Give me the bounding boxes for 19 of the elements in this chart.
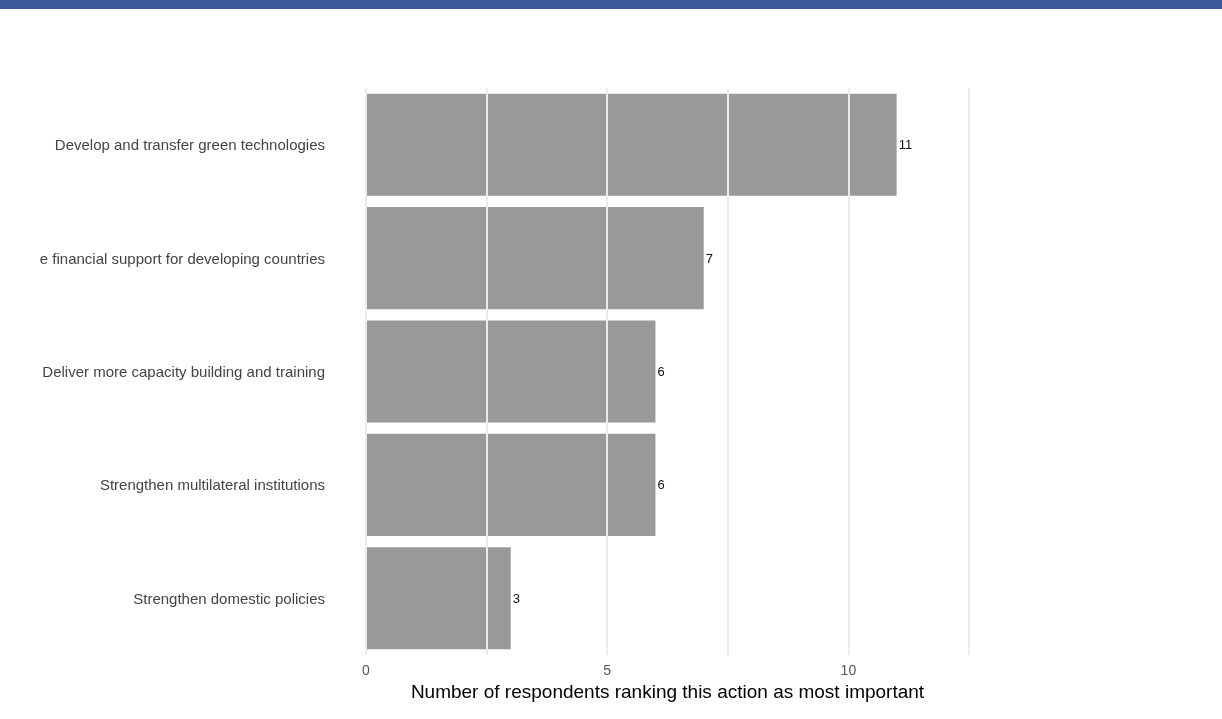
data-label: 7 <box>705 250 713 266</box>
bar <box>366 433 656 536</box>
y-tick-label: Strengthen domestic policies <box>133 589 325 607</box>
y-tick-label: Develop and transfer green technologies <box>54 136 325 154</box>
bar <box>366 547 511 650</box>
bar <box>366 207 704 310</box>
x-axis-title: Number of respondents ranking this action as most important <box>410 680 925 702</box>
data-label: 3 <box>512 590 520 606</box>
x-tick-label: 5 <box>603 662 612 678</box>
x-tick-label: 0 <box>362 662 371 678</box>
y-tick-label: Deliver more capacity building and training <box>42 363 325 380</box>
data-label: 6 <box>657 364 665 379</box>
x-tick-label: 10 <box>840 662 857 678</box>
bar <box>366 93 897 196</box>
data-label: 6 <box>657 477 665 493</box>
bar <box>366 320 656 423</box>
y-tick-label: Strengthen multilateral institutions <box>99 476 325 494</box>
data-label: 11 <box>898 137 913 153</box>
y-tick-label: e financial support for developing countries <box>39 249 325 267</box>
